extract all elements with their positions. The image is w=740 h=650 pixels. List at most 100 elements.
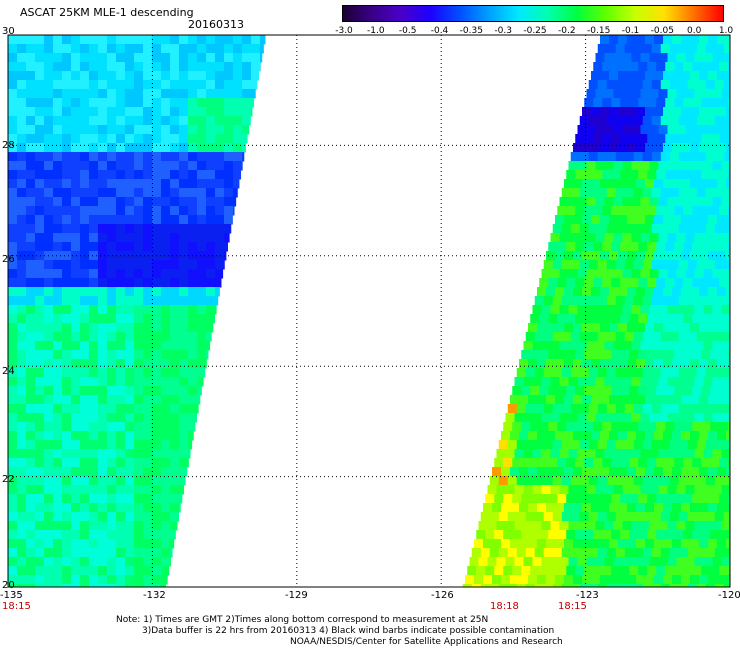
- swath-cell: [143, 584, 153, 588]
- swath-cell: [89, 269, 99, 279]
- swath-cell: [80, 449, 90, 459]
- swath-cell: [584, 530, 594, 540]
- swath-cell: [71, 350, 81, 360]
- swath-cell: [44, 377, 54, 387]
- swath-cell: [170, 107, 180, 117]
- swath-cell: [125, 251, 135, 261]
- swath-cell: [197, 323, 207, 333]
- swath-cell: [568, 233, 578, 243]
- colorbar-label: -3.0: [335, 26, 353, 36]
- swath-cell: [161, 251, 171, 261]
- swath-cell: [555, 575, 565, 585]
- swath-cell: [116, 296, 126, 306]
- swath-cell: [651, 260, 662, 270]
- swath-cell: [588, 224, 599, 234]
- swath-cell: [584, 134, 594, 144]
- swath-cell: [566, 314, 576, 324]
- swath-cell: [80, 350, 90, 360]
- swath-cell: [525, 368, 536, 378]
- swath-cell: [708, 107, 718, 117]
- swath-cell: [683, 170, 693, 180]
- swath-cell: [694, 161, 704, 171]
- swath-cell: [665, 494, 675, 504]
- swath-cell: [8, 413, 18, 423]
- swath-cell: [708, 395, 718, 405]
- swath-cell: [44, 44, 54, 54]
- swath-cell: [564, 179, 574, 189]
- swath-cell: [206, 62, 216, 72]
- swath-cell: [152, 512, 162, 522]
- swath-cell: [582, 323, 592, 333]
- swath-cell: [35, 152, 45, 162]
- swath-cell: [528, 359, 538, 369]
- swath-cell: [658, 341, 668, 351]
- swath-cell: [170, 476, 180, 486]
- swath-cell: [654, 287, 664, 297]
- swath-cell: [546, 359, 556, 369]
- swath-cell: [116, 350, 126, 360]
- swath-cell: [579, 548, 590, 558]
- swath-cell: [80, 215, 90, 225]
- swath-cell: [17, 548, 27, 558]
- swath-cell: [125, 188, 135, 198]
- swath-cell: [555, 251, 565, 261]
- swath-cell: [26, 521, 36, 531]
- swath-cell: [89, 494, 99, 504]
- swath-cell: [35, 314, 45, 324]
- swath-cell: [501, 539, 511, 549]
- swath-cell: [577, 305, 587, 315]
- swath-cell: [89, 422, 99, 432]
- swath-cell: [179, 422, 189, 432]
- swath-cell: [537, 323, 547, 333]
- swath-cell: [582, 467, 592, 477]
- swath-cell: [676, 89, 686, 99]
- swath-cell: [618, 251, 628, 261]
- swath-cell: [537, 395, 547, 405]
- swath-cell: [215, 53, 225, 63]
- swath-cell: [26, 53, 36, 63]
- swath-cell: [206, 242, 216, 252]
- swath-cell: [692, 422, 702, 432]
- swath-cell: [125, 80, 135, 90]
- swath-cell: [642, 152, 653, 162]
- swath-cell: [35, 98, 45, 108]
- swath-cell: [552, 332, 563, 342]
- swath-cell: [62, 287, 72, 297]
- swath-cell: [651, 404, 662, 414]
- swath-cell: [588, 404, 599, 414]
- swath-cell: [98, 215, 108, 225]
- swath-cell: [568, 197, 578, 207]
- swath-cell: [197, 107, 207, 117]
- swath-cell: [71, 440, 81, 450]
- swath-cell: [534, 476, 545, 486]
- swath-cell: [53, 512, 63, 522]
- swath-cell: [17, 215, 27, 225]
- swath-cell: [573, 287, 583, 297]
- swath-cell: [701, 278, 711, 288]
- swath-cell: [188, 53, 198, 63]
- swath-cell: [615, 260, 626, 270]
- swath-cell: [726, 431, 731, 441]
- swath-cell: [170, 269, 180, 279]
- swath-cell: [498, 548, 509, 558]
- swath-cell: [116, 107, 126, 117]
- swath-cell: [98, 107, 108, 117]
- swath-cell: [521, 386, 531, 396]
- swath-cell: [642, 296, 653, 306]
- swath-cell: [35, 35, 45, 45]
- swath-cell: [26, 350, 36, 360]
- map-frame: [7, 34, 731, 588]
- swath-cell: [636, 287, 646, 297]
- swath-cell: [694, 269, 704, 279]
- swath-cell: [719, 422, 729, 432]
- swath-cell: [80, 386, 90, 396]
- swath-cell: [514, 413, 524, 423]
- swath-cell: [665, 314, 675, 324]
- swath-cell: [714, 476, 725, 486]
- swath-cell: [539, 458, 549, 468]
- swath-cell: [645, 359, 655, 369]
- swath-cell: [134, 305, 144, 315]
- swath-cell: [566, 494, 576, 504]
- swath-cell: [570, 332, 581, 342]
- swath-cell: [71, 323, 81, 333]
